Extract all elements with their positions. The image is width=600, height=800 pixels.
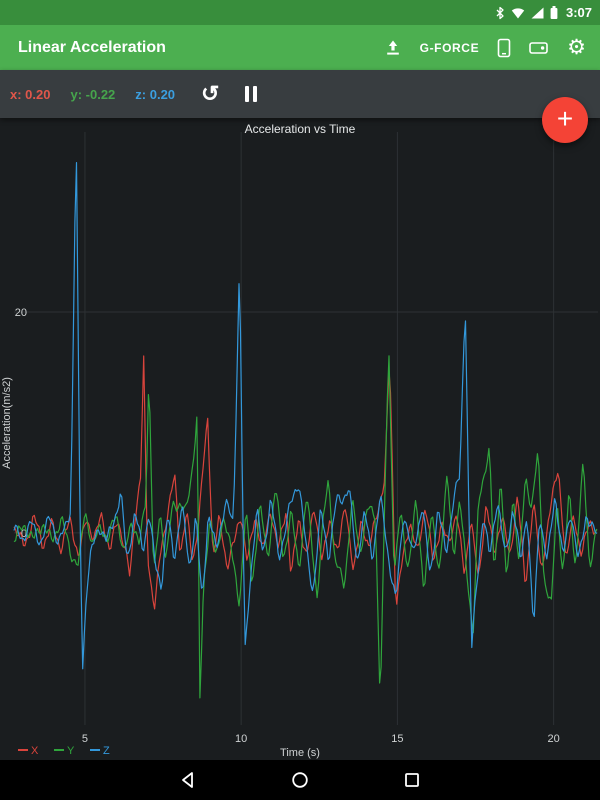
svg-text:20: 20 bbox=[548, 733, 560, 745]
recents-button[interactable] bbox=[399, 767, 425, 793]
back-button[interactable] bbox=[175, 767, 201, 793]
nav-bar bbox=[0, 760, 600, 800]
gforce-mode-button[interactable]: G-FORCE bbox=[419, 40, 480, 55]
reset-rotate-icon[interactable]: ↺ bbox=[201, 81, 220, 106]
clock: 3:07 bbox=[565, 5, 592, 20]
settings-gear-icon[interactable]: ⚙ bbox=[567, 36, 586, 59]
svg-text:X: X bbox=[31, 745, 39, 757]
record-icon[interactable] bbox=[529, 41, 549, 55]
pause-icon[interactable] bbox=[245, 86, 258, 102]
recents-icon bbox=[405, 773, 419, 787]
svg-text:15: 15 bbox=[391, 733, 403, 745]
acceleration-chart[interactable]: Acceleration vs Time Time (s) Acceleration… bbox=[0, 118, 600, 760]
z-readout: z: 0.20 bbox=[135, 86, 176, 102]
sensor-readout-bar: x: 0.20 y: -0.22 z: 0.20 ↺ bbox=[0, 70, 600, 118]
home-icon bbox=[292, 772, 308, 788]
wifi-icon bbox=[511, 7, 525, 19]
svg-text:10: 10 bbox=[235, 733, 247, 745]
cellular-icon bbox=[531, 7, 544, 19]
add-fab[interactable]: + bbox=[542, 97, 588, 143]
svg-text:Z: Z bbox=[103, 745, 110, 757]
svg-text:Time (s): Time (s) bbox=[280, 747, 320, 759]
svg-text:5: 5 bbox=[82, 733, 88, 745]
page-title: Linear Acceleration bbox=[18, 38, 166, 56]
app-bar: Linear Acceleration G-FORCE ⚙ bbox=[0, 25, 600, 70]
chart-area[interactable]: Acceleration vs Time Time (s) Acceleration… bbox=[0, 118, 600, 760]
status-bar: 3:07 bbox=[0, 0, 600, 25]
svg-text:0: 0 bbox=[21, 528, 27, 540]
bluetooth-icon bbox=[495, 6, 505, 20]
app-bar-actions: G-FORCE ⚙ bbox=[384, 37, 586, 58]
svg-text:20: 20 bbox=[15, 307, 27, 319]
back-icon bbox=[182, 772, 193, 788]
y-readout: y: -0.22 bbox=[70, 86, 116, 102]
x-readout: x: 0.20 bbox=[10, 86, 51, 102]
svg-text:Acceleration(m/s2): Acceleration(m/s2) bbox=[1, 377, 13, 469]
svg-text:Y: Y bbox=[67, 745, 75, 757]
svg-text:Acceleration vs Time: Acceleration vs Time bbox=[245, 122, 356, 136]
battery-icon bbox=[550, 6, 558, 19]
home-button[interactable] bbox=[287, 767, 313, 793]
upload-icon[interactable] bbox=[384, 39, 402, 57]
device-icon[interactable] bbox=[497, 38, 511, 58]
